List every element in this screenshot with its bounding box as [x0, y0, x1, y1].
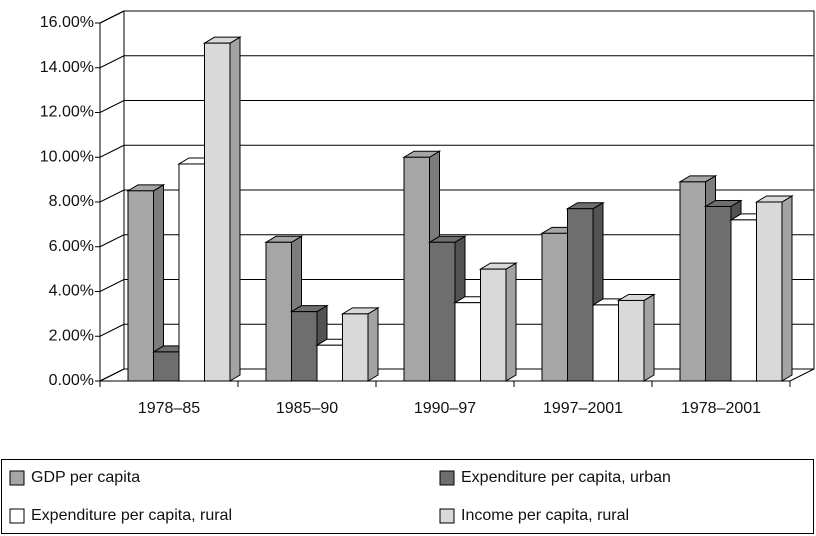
legend-swatch [9, 470, 25, 486]
bar [567, 208, 594, 382]
grid-line [99, 323, 125, 337]
bar [705, 205, 732, 382]
grid-line [99, 100, 125, 113]
y-tick-label: 10.00% [40, 148, 94, 165]
x-tick-label: 1990–97 [414, 400, 476, 417]
legend-swatch [439, 470, 455, 486]
y-tick-label: 8.00% [49, 193, 94, 210]
bar [127, 190, 154, 382]
legend-swatch [9, 508, 25, 524]
legend-swatch [439, 508, 455, 524]
x-tick-label: 1978–2001 [681, 400, 761, 417]
bar [403, 156, 430, 382]
bar [679, 181, 706, 382]
legend-label: Expenditure per capita, urban [461, 469, 671, 486]
x-tick-label: 1985–90 [276, 400, 338, 417]
grid-line [99, 234, 125, 248]
grid-line [99, 55, 125, 69]
bar [592, 304, 619, 382]
x-tick-label: 1978–85 [138, 400, 200, 417]
y-tick-label: 0.00% [49, 372, 94, 389]
bar [342, 313, 369, 382]
y-tick-label: 2.00% [49, 327, 94, 344]
bar [454, 302, 481, 382]
bar [178, 163, 205, 382]
bar [265, 241, 292, 382]
y-tick-label: 12.00% [40, 104, 94, 121]
y-tick-label: 4.00% [49, 283, 94, 300]
bar [316, 344, 343, 382]
bar [730, 219, 757, 382]
bar [291, 311, 318, 382]
grid-line [99, 189, 125, 203]
grid-line [99, 279, 125, 292]
bar-side [367, 306, 379, 382]
legend-label: Income per capita, rural [461, 507, 629, 524]
bar [429, 241, 456, 382]
legend-label: Expenditure per capita, rural [31, 507, 232, 524]
grid-line [99, 368, 125, 382]
bar-side [781, 195, 793, 382]
bar [204, 42, 231, 382]
bar-side [643, 293, 655, 382]
x-tick-label: 1997–2001 [543, 400, 623, 417]
bar [153, 351, 180, 382]
bar [480, 268, 507, 382]
grid-line [99, 144, 125, 158]
bar [618, 299, 645, 382]
y-tick-label: 6.00% [49, 238, 94, 255]
legend-box [1, 459, 814, 534]
legend-label: GDP per capita [31, 469, 140, 486]
y-tick-label: 14.00% [40, 59, 94, 76]
y-tick-label: 16.00% [40, 14, 94, 31]
bar [756, 201, 783, 382]
bar-side [229, 36, 241, 382]
bar [541, 232, 568, 382]
bar-side [505, 262, 517, 382]
grid-line [99, 10, 125, 24]
